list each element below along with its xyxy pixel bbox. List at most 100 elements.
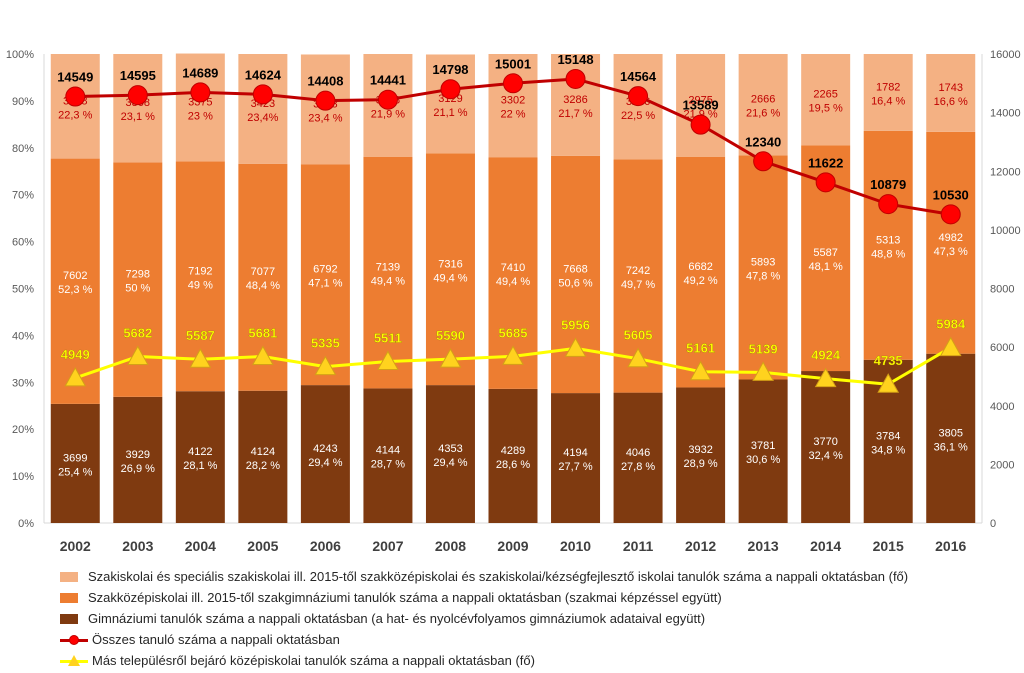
legend-item-vocational: Szakiskolai és speciális szakiskolai ill… <box>60 566 1000 587</box>
marker-total <box>65 86 86 107</box>
data-label-total: 14441 <box>370 73 406 88</box>
data-label-commuters: 4735 <box>874 353 903 368</box>
bar-value-label-secondary: 7077 <box>251 266 275 278</box>
bar-percent-label-secondary: 48,1 % <box>809 261 843 273</box>
bar-percent-label-grammar: 28,7 % <box>371 459 405 471</box>
x-tick-label: 2012 <box>685 538 716 554</box>
x-tick-label: 2009 <box>497 538 528 554</box>
bar-value-label-vocational: 3286 <box>563 94 587 106</box>
marker-commuters <box>939 336 962 357</box>
bar-percent-label-vocational: 21,7 % <box>558 108 592 120</box>
bar-value-label-secondary: 7298 <box>126 269 150 281</box>
data-label-total: 14564 <box>620 69 657 84</box>
marker-commuters <box>752 361 774 381</box>
bar-vocational <box>926 54 976 132</box>
bar-grammar <box>238 390 288 523</box>
bar-percent-label-grammar: 28,6 % <box>496 459 530 471</box>
y-left-tick-label: 90% <box>12 96 34 108</box>
y-left-tick-label: 40% <box>12 330 34 342</box>
bar-value-label-secondary: 5313 <box>876 234 900 246</box>
legend-label-total: Összes tanuló száma a nappali oktatásban <box>92 632 340 647</box>
legend-item-secondary: Szakközépiskolai ill. 2015-től szakgimná… <box>60 587 1000 608</box>
bar-vocational <box>738 54 788 156</box>
bar-percent-label-vocational: 21,9 % <box>371 108 405 120</box>
data-label-total: 14798 <box>432 62 468 77</box>
data-label-commuters: 5587 <box>186 328 215 343</box>
data-label-commuters: 5161 <box>686 341 715 356</box>
legend-label-grammar: Gimnáziumi tanulók száma a nappali oktat… <box>88 611 706 626</box>
bar-vocational <box>676 54 726 157</box>
y-right-tick-label: 8000 <box>990 284 1014 296</box>
bar-value-label-grammar: 4124 <box>251 446 275 458</box>
bar-vocational <box>613 54 663 160</box>
bar-value-label-secondary: 7668 <box>563 263 587 275</box>
bar-percent-label-secondary: 49,7 % <box>621 279 655 291</box>
bar-grammar <box>175 391 225 523</box>
y-right-tick-label: 10000 <box>990 225 1021 237</box>
data-label-commuters: 5511 <box>374 330 402 345</box>
bar-vocational <box>863 54 913 131</box>
bar-percent-label-grammar: 30,6 % <box>746 454 780 466</box>
bar-percent-label-secondary: 50 % <box>125 283 150 295</box>
data-label-commuters: 4949 <box>61 347 90 362</box>
x-tick-label: 2010 <box>560 538 591 554</box>
bar-value-label-vocational: 2975 <box>688 94 712 106</box>
bar-percent-label-secondary: 47,8 % <box>746 270 780 282</box>
bar-value-label-grammar: 3932 <box>688 444 712 456</box>
marker-commuters <box>314 355 337 376</box>
legend: Szakiskolai és speciális szakiskolai ill… <box>60 566 1000 671</box>
bar-grammar <box>551 393 601 523</box>
marker-total <box>190 82 211 103</box>
data-label-commuters: 5681 <box>248 325 277 340</box>
marker-total <box>503 73 523 94</box>
marker-total <box>878 194 899 215</box>
bar-percent-label-grammar: 34,8 % <box>871 444 905 456</box>
data-label-commuters: 4924 <box>811 348 841 363</box>
data-label-total: 14689 <box>182 65 218 80</box>
bar-percent-label-vocational: 22,3 % <box>58 109 92 121</box>
data-label-total: 14595 <box>120 68 156 83</box>
marker-commuters <box>64 366 87 387</box>
bar-value-label-secondary: 6792 <box>313 264 337 276</box>
legend-swatch-vocational <box>60 571 78 582</box>
bar-percent-label-secondary: 49,4 % <box>496 276 530 288</box>
legend-swatch-commuters <box>60 654 88 668</box>
bar-percent-label-vocational: 19,5 % <box>809 103 843 115</box>
bar-percent-label-grammar: 28,9 % <box>683 458 717 470</box>
y-right-tick-label: 14000 <box>990 108 1021 120</box>
legend-item-total: Összes tanuló száma a nappali oktatásban <box>60 629 1000 650</box>
data-label-total: 10530 <box>933 187 969 202</box>
x-tick-label: 2014 <box>810 538 841 554</box>
bar-percent-label-secondary: 49,2 % <box>683 275 717 287</box>
marker-total <box>315 90 336 111</box>
y-right-tick-label: 16000 <box>990 49 1021 61</box>
bar-percent-label-grammar: 27,7 % <box>558 461 592 473</box>
x-tick-label: 2015 <box>873 538 904 554</box>
bar-value-label-secondary: 7139 <box>376 262 400 274</box>
data-label-commuters: 5682 <box>123 325 152 340</box>
bar-value-label-grammar: 4046 <box>626 447 650 459</box>
bar-value-label-secondary: 7602 <box>63 270 87 282</box>
data-label-commuters: 5139 <box>749 341 778 356</box>
legend-label-secondary: Szakközépiskolai ill. 2015-től szakgimná… <box>88 590 722 605</box>
bar-value-label-secondary: 7410 <box>501 262 525 274</box>
data-label-commuters: 5590 <box>436 328 465 343</box>
y-right-tick-label: 2000 <box>990 459 1014 471</box>
y-left-tick-label: 70% <box>12 190 34 202</box>
y-right-tick-label: 6000 <box>990 342 1014 354</box>
x-tick-label: 2006 <box>310 538 341 554</box>
marker-commuters <box>377 350 399 370</box>
bar-secondary <box>738 155 788 380</box>
bar-value-label-secondary: 7192 <box>188 265 212 277</box>
x-tick-label: 2002 <box>60 538 91 554</box>
bar-percent-label-grammar: 32,4 % <box>809 450 843 462</box>
marker-total <box>628 86 649 107</box>
bar-vocational <box>488 54 538 158</box>
bar-secondary <box>50 158 100 404</box>
data-label-total: 14624 <box>245 67 282 82</box>
data-label-total: 15148 <box>557 52 593 67</box>
marker-commuters <box>814 367 837 388</box>
bar-value-label-grammar: 4194 <box>563 447 587 459</box>
bar-grammar <box>801 371 851 523</box>
bar-percent-label-secondary: 52,3 % <box>58 284 92 296</box>
